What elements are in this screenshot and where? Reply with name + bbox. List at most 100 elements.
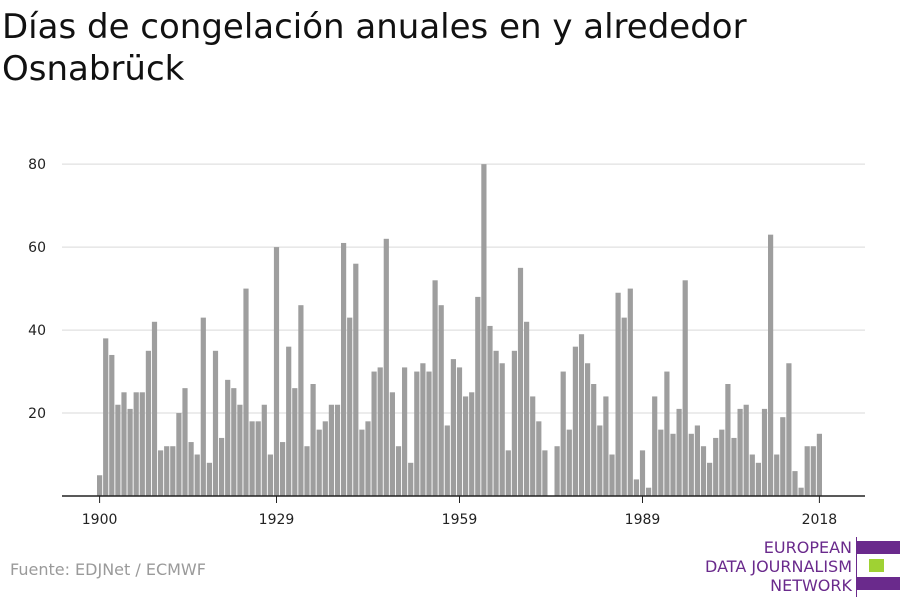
bar-2003 xyxy=(725,384,731,496)
bar-1912 xyxy=(170,446,176,496)
bar-1936 xyxy=(316,429,322,496)
bar-1924 xyxy=(243,288,249,496)
bar-1929 xyxy=(273,247,280,496)
bar-1957 xyxy=(444,425,450,496)
bar-1949 xyxy=(395,446,402,496)
bar-1972 xyxy=(536,421,542,496)
bars xyxy=(97,164,822,497)
bar-1908 xyxy=(145,350,151,496)
bar-1987 xyxy=(627,288,633,496)
bar-1990 xyxy=(646,487,652,496)
bar-1989 xyxy=(639,450,646,496)
bar-1910 xyxy=(158,450,164,496)
bar-1960 xyxy=(463,396,469,496)
bar-1955 xyxy=(432,280,438,496)
y-tick-label: 60 xyxy=(28,240,46,256)
bar-1971 xyxy=(530,396,536,496)
bar-1997 xyxy=(688,433,694,496)
bar-2005 xyxy=(737,408,743,496)
bar-1914 xyxy=(182,388,188,496)
bar-1930 xyxy=(280,442,286,496)
bar-1963 xyxy=(481,164,487,496)
bar-1940 xyxy=(341,242,347,496)
bar-1938 xyxy=(328,404,334,496)
bar-1923 xyxy=(237,404,243,496)
bar-1996 xyxy=(682,280,688,496)
bar-1918 xyxy=(206,462,212,496)
bar-1991 xyxy=(652,396,658,496)
bar-1961 xyxy=(469,392,475,496)
bar-1976 xyxy=(560,371,566,496)
bar-1917 xyxy=(200,317,206,496)
bar-1904 xyxy=(121,392,127,496)
y-tick-label: 80 xyxy=(28,157,46,173)
bar-1945 xyxy=(371,371,377,496)
bar-chart: 20 40 60 80 1900 1929 1959 1989 2018 xyxy=(28,157,865,528)
x-tick-label: 1989 xyxy=(625,512,661,528)
edjnet-logo: EUROPEAN DATA JOURNALISM NETWORK xyxy=(700,537,900,597)
bar-1941 xyxy=(347,317,353,496)
bar-1958 xyxy=(450,359,456,496)
x-tick-label: 2018 xyxy=(802,512,838,528)
bar-1970 xyxy=(524,321,530,496)
bar-1999 xyxy=(700,446,707,496)
bar-1907 xyxy=(139,392,145,496)
logo-bar-3 xyxy=(857,577,900,590)
bar-1962 xyxy=(475,296,481,496)
bar-2011 xyxy=(774,454,780,496)
gridlines xyxy=(62,163,865,414)
bar-1986 xyxy=(621,317,627,496)
bar-1913 xyxy=(176,413,182,496)
bar-1983 xyxy=(603,396,609,496)
bar-1915 xyxy=(188,442,194,496)
bar-1901 xyxy=(103,338,109,496)
logo-line-2: DATA JOURNALISM xyxy=(705,557,852,576)
y-tick-label: 40 xyxy=(28,323,46,339)
y-axis-ticks: 20 40 60 80 xyxy=(28,157,46,422)
bar-1905 xyxy=(127,408,133,496)
bar-1937 xyxy=(322,421,328,496)
bar-1933 xyxy=(298,305,304,496)
bar-1978 xyxy=(572,346,578,496)
bar-2008 xyxy=(755,462,761,496)
bar-1994 xyxy=(670,433,676,496)
bar-2013 xyxy=(786,363,792,496)
bar-1919 xyxy=(212,350,219,496)
bar-1947 xyxy=(383,238,389,496)
bar-1926 xyxy=(255,421,261,496)
bar-1959 xyxy=(456,367,463,496)
bar-1967 xyxy=(505,450,511,496)
bar-1928 xyxy=(267,454,273,496)
bar-1979 xyxy=(578,334,585,496)
x-tick-label: 1929 xyxy=(259,512,295,528)
bar-1950 xyxy=(402,367,408,496)
bar-1948 xyxy=(389,392,395,496)
bar-1903 xyxy=(115,404,121,496)
bar-2009 xyxy=(761,408,768,496)
bar-1921 xyxy=(225,379,231,496)
x-axis-ticks: 1900 1929 1959 1989 2018 xyxy=(82,496,837,528)
bar-1906 xyxy=(133,392,139,496)
bar-2010 xyxy=(768,234,774,497)
bar-1911 xyxy=(164,446,170,496)
bar-1953 xyxy=(420,363,426,496)
bar-1969 xyxy=(517,267,524,496)
logo-bar-1 xyxy=(857,541,900,554)
bar-1956 xyxy=(438,305,444,496)
bar-2015 xyxy=(798,487,804,496)
bar-1993 xyxy=(664,371,670,496)
bar-1900 xyxy=(97,475,103,496)
bar-1954 xyxy=(426,371,432,496)
bar-1992 xyxy=(658,429,664,496)
bar-1902 xyxy=(109,354,115,496)
bar-1977 xyxy=(566,429,572,496)
bar-1975 xyxy=(554,446,560,496)
bar-1973 xyxy=(542,450,548,496)
bar-1981 xyxy=(591,384,597,496)
bar-2001 xyxy=(713,437,719,496)
logo-line-1: EUROPEAN xyxy=(763,538,852,557)
x-tick-label: 1959 xyxy=(442,512,478,528)
bar-1952 xyxy=(414,371,420,496)
bar-1980 xyxy=(585,363,591,496)
bar-1927 xyxy=(261,404,267,496)
